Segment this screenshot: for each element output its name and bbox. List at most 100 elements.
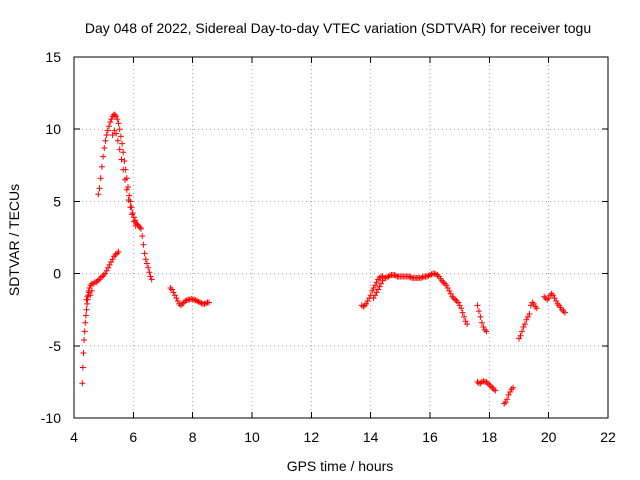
data-point (103, 267, 110, 274)
data-point (455, 299, 462, 306)
data-point (132, 217, 139, 224)
data-point (80, 350, 87, 356)
data-point (100, 272, 107, 278)
data-point (530, 300, 537, 307)
data-point (96, 185, 103, 192)
data-point (83, 296, 90, 303)
data-point (453, 298, 460, 304)
data-point (502, 399, 509, 406)
data-point (79, 380, 86, 387)
data-point (177, 302, 184, 309)
data-point (483, 378, 490, 385)
data-point (507, 389, 514, 395)
data-point (101, 145, 108, 151)
x-axis-label: GPS time / hours (287, 458, 394, 474)
data-point (147, 273, 154, 280)
data-point (179, 300, 186, 307)
data-point (104, 127, 111, 134)
data-point (129, 210, 136, 216)
data-point (109, 256, 116, 263)
x-tick-label: 22 (600, 429, 616, 445)
data-point (116, 126, 123, 133)
data-point (385, 273, 392, 280)
data-point (521, 321, 528, 328)
data-point (102, 137, 109, 144)
data-point (82, 312, 89, 319)
data-point (505, 391, 512, 398)
data-point (191, 296, 198, 303)
data-point (372, 282, 379, 289)
data-point (379, 277, 386, 284)
data-point (105, 264, 112, 271)
data-point (418, 274, 425, 281)
data-point (364, 298, 371, 304)
data-point (545, 295, 552, 302)
data-point (139, 233, 146, 240)
data-point (369, 287, 376, 294)
data-point (106, 123, 112, 130)
data-point (114, 250, 120, 257)
data-point (111, 111, 118, 118)
data-point (111, 253, 117, 260)
data-point (554, 300, 561, 307)
data-point (478, 319, 485, 326)
data-point (122, 176, 128, 183)
data-point (361, 302, 368, 309)
data-point (459, 309, 466, 316)
data-point (126, 192, 133, 199)
data-point (87, 292, 94, 299)
data-point (206, 299, 212, 306)
data-point (427, 272, 433, 278)
data-point (145, 264, 152, 271)
data-point (560, 308, 567, 315)
data-point (98, 163, 105, 170)
data-point (444, 285, 451, 291)
data-point (142, 256, 149, 263)
data-point (492, 387, 499, 394)
data-point (182, 298, 189, 304)
data-point (434, 272, 441, 278)
y-tick-label: 10 (45, 121, 61, 137)
data-point (450, 295, 457, 302)
x-tick-label: 18 (482, 429, 498, 445)
data-point (167, 285, 174, 291)
data-point (446, 287, 453, 294)
data-point (140, 241, 147, 248)
data-point (360, 303, 367, 310)
data-point (527, 302, 534, 309)
data-point (170, 289, 177, 296)
data-points (79, 111, 568, 407)
y-tick-label: 0 (53, 266, 61, 282)
data-point (108, 259, 115, 265)
x-tick-label: 16 (422, 429, 438, 445)
data-point (562, 309, 568, 316)
data-point (115, 120, 122, 127)
data-point (516, 335, 522, 342)
data-point (119, 140, 126, 147)
x-tick-label: 8 (189, 429, 197, 445)
axes (73, 56, 609, 419)
data-point (85, 289, 92, 296)
data-point (431, 270, 438, 277)
data-point (501, 400, 508, 407)
data-point (115, 248, 122, 255)
data-point (517, 332, 524, 339)
data-point (490, 386, 497, 393)
data-point (373, 279, 380, 286)
data-point (464, 321, 471, 328)
x-tick-label: 10 (244, 429, 260, 445)
chart-title: Day 048 of 2022, Sidereal Day-to-day VTE… (85, 20, 591, 36)
data-point (100, 153, 107, 160)
data-point (188, 295, 195, 302)
data-point (173, 295, 180, 302)
data-point (461, 313, 468, 320)
data-point (201, 300, 208, 307)
data-point (550, 292, 557, 299)
data-point (168, 286, 175, 293)
data-point (87, 282, 94, 289)
data-point (79, 364, 86, 371)
y-tick-label: 15 (45, 49, 61, 65)
data-point (174, 298, 181, 304)
data-point (376, 283, 383, 290)
data-point (121, 158, 128, 164)
